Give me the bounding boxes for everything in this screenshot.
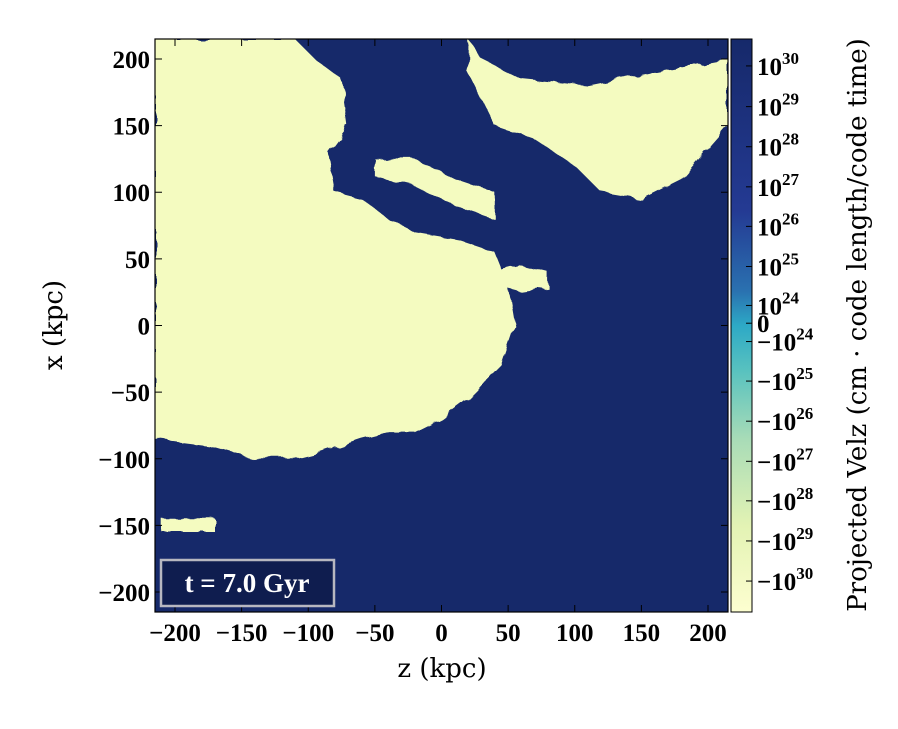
colorbar-tick-label: 1025 — [757, 249, 799, 281]
colorbar-tick-label: −1024 — [757, 325, 814, 357]
x-tick-label: −50 — [355, 620, 394, 647]
x-tick-label: 150 — [623, 620, 661, 647]
y-tick-label: −150 — [98, 513, 150, 540]
y-tick-label: −200 — [98, 580, 150, 607]
y-tick-label: 50 — [125, 247, 150, 274]
x-tick-label: −150 — [216, 620, 268, 647]
x-tick-label: −200 — [149, 620, 201, 647]
colorbar-tick-label: 1027 — [757, 170, 800, 202]
x-tick-label: 200 — [689, 620, 727, 647]
y-tick-label: 200 — [113, 47, 151, 74]
colorbar-gradient — [731, 39, 752, 612]
colorbar-tick-label: −1029 — [757, 524, 813, 556]
x-tick-label: 100 — [556, 620, 594, 647]
colorbar-tick-label: −1027 — [757, 444, 814, 476]
colorbar-tick-label: 1026 — [757, 209, 799, 241]
colorbar-tick-label: 1029 — [757, 90, 799, 122]
colorbar-tick-label: 1028 — [757, 130, 799, 162]
x-tick-label: 50 — [496, 620, 521, 647]
colorbar-tick-label: 1030 — [757, 49, 799, 81]
y-tick-label: 0 — [138, 314, 151, 341]
colorbar-tick-label: −1030 — [757, 564, 813, 596]
colorbar-tick-label: −1026 — [757, 404, 813, 436]
y-tick-label: 150 — [113, 114, 151, 141]
colorbar-tick-label: −1028 — [757, 484, 813, 516]
colorbar: 10301029102810271026102510240−1024−1025−… — [731, 38, 873, 612]
x-tick-label: −100 — [282, 620, 334, 647]
time-annotation: t = 7.0 Gyr — [161, 560, 334, 606]
x-tick-label: 0 — [435, 620, 448, 647]
y-axis-label: x (kpc) — [39, 280, 69, 370]
time-annotation-text: t = 7.0 Gyr — [185, 568, 310, 598]
colorbar-label: Projected Velz (cm · code length/code ti… — [843, 38, 873, 612]
y-tick-label: −100 — [98, 447, 150, 474]
y-tick-label: 100 — [113, 180, 151, 207]
negative-patch-4 — [162, 519, 215, 532]
y-tick-label: −50 — [111, 380, 150, 407]
colorbar-tick-label: −1025 — [757, 364, 813, 396]
x-axis-label: z (kpc) — [397, 654, 486, 684]
colorbar-ticks: 10301029102810271026102510240−1024−1025−… — [746, 49, 814, 596]
